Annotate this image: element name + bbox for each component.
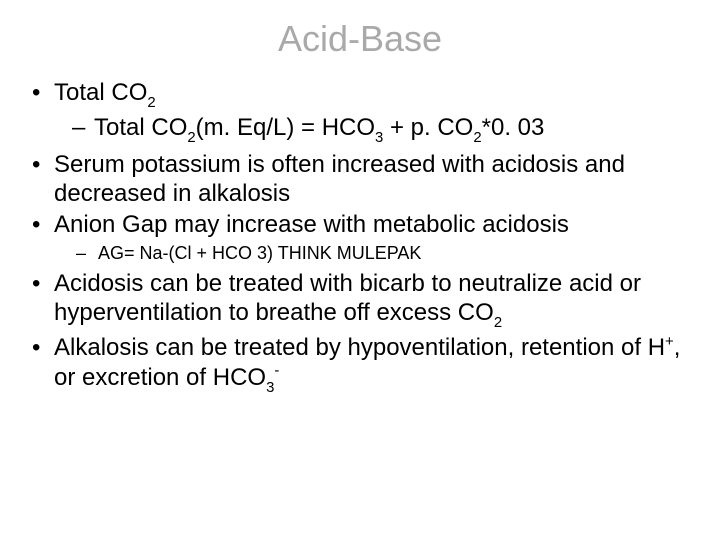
superscript: + — [665, 334, 674, 350]
bullet-total-co2: Total CO2 Total CO2(m. Eq/L) = HCO3 + p.… — [28, 78, 692, 146]
formula-part: (m. Eq/L) = HCO — [196, 114, 375, 141]
formula-part: Total CO — [94, 114, 187, 141]
formula-part: *0. 03 — [482, 114, 545, 141]
formula-part: + p. CO — [383, 114, 473, 141]
formula-text: AG= Na-(Cl + HCO 3) THINK MULEPAK — [98, 243, 421, 263]
bullet-text: Acidosis can be treated with bicarb to n… — [54, 270, 641, 326]
superscript: - — [274, 363, 279, 379]
sub-bullet-formula: Total CO2(m. Eq/L) = HCO3 + p. CO2*0. 03 — [54, 113, 692, 146]
bullet-anion-gap: Anion Gap may increase with metabolic ac… — [28, 210, 692, 265]
bullet-text: Alkalosis can be treated by hypoventilat… — [54, 334, 665, 361]
bullet-alkalosis-treatment: Alkalosis can be treated by hypoventilat… — [28, 333, 692, 395]
sub-bullet-ag-formula: AG= Na-(Cl + HCO 3) THINK MULEPAK — [54, 242, 692, 265]
subscript: 2 — [147, 95, 155, 111]
bullet-text: Anion Gap may increase with metabolic ac… — [54, 211, 569, 238]
bullet-serum-potassium: Serum potassium is often increased with … — [28, 150, 692, 209]
bullet-list: Total CO2 Total CO2(m. Eq/L) = HCO3 + p.… — [28, 78, 692, 395]
sub-bullet-list-small: AG= Na-(Cl + HCO 3) THINK MULEPAK — [54, 242, 692, 265]
slide-title: Acid-Base — [28, 18, 692, 60]
slide: Acid-Base Total CO2 Total CO2(m. Eq/L) =… — [0, 0, 720, 540]
subscript: 3 — [375, 130, 383, 146]
subscript: 2 — [473, 130, 481, 146]
subscript: 3 — [266, 380, 274, 396]
subscript: 2 — [187, 130, 195, 146]
bullet-text: Serum potassium is often increased with … — [54, 151, 625, 207]
subscript: 2 — [494, 315, 502, 331]
bullet-acidosis-treatment: Acidosis can be treated with bicarb to n… — [28, 269, 692, 331]
sub-bullet-list: Total CO2(m. Eq/L) = HCO3 + p. CO2*0. 03 — [54, 113, 692, 146]
bullet-text: Total CO — [54, 79, 147, 106]
